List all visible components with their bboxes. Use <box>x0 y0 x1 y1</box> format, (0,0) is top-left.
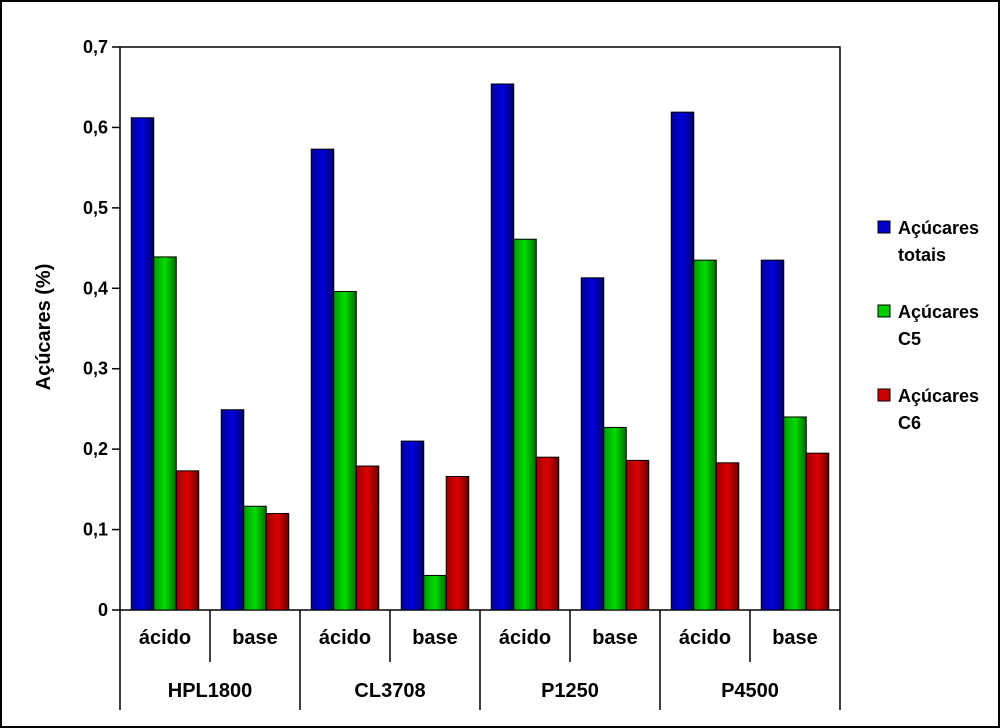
legend-label: Açúcares <box>898 386 979 406</box>
bar <box>603 426 627 611</box>
bar <box>153 256 177 611</box>
legend-swatch <box>877 220 891 234</box>
category-label: base <box>592 627 638 649</box>
group-label: HPL1800 <box>168 680 253 702</box>
category-label: ácido <box>319 627 371 649</box>
y-tick-label: 0,2 <box>83 439 108 459</box>
bar <box>490 83 515 611</box>
bar <box>513 238 537 611</box>
legend-label: totais <box>898 245 946 265</box>
bar <box>783 416 807 611</box>
y-axis-title: Açúcares (%) <box>33 264 55 391</box>
y-tick-label: 0 <box>98 600 108 620</box>
legend-label: Açúcares <box>898 302 979 322</box>
category-label: base <box>412 627 458 649</box>
bar <box>445 475 470 611</box>
legend-label: Açúcares <box>898 218 979 238</box>
category-label: base <box>772 627 818 649</box>
bar <box>760 259 785 611</box>
bar <box>310 148 335 611</box>
bar <box>265 512 290 611</box>
category-label: ácido <box>499 627 551 649</box>
legend-label: C6 <box>898 413 921 433</box>
category-label: ácido <box>139 627 191 649</box>
y-tick-label: 0,5 <box>83 198 108 218</box>
y-tick-label: 0,6 <box>83 117 108 137</box>
bar <box>715 462 740 611</box>
y-tick-label: 0,4 <box>83 278 108 298</box>
bar <box>400 440 425 611</box>
bar <box>670 111 695 611</box>
y-tick-label: 0,3 <box>83 359 108 379</box>
bar <box>693 259 717 611</box>
bar <box>333 291 357 611</box>
bar <box>535 456 560 611</box>
category-label: base <box>232 627 278 649</box>
plot-area: 0 0,1 0,2 0,3 0,4 0,5 0,6 0,7 ácido base ácido base… <box>83 37 841 710</box>
y-tick-label: 0,7 <box>83 37 108 57</box>
bar <box>220 409 245 611</box>
y-tick-label: 0,1 <box>83 520 108 540</box>
group-label: CL3708 <box>354 680 425 702</box>
bar <box>130 117 155 611</box>
bar <box>625 459 650 611</box>
legend-swatch <box>877 388 891 402</box>
legend-label: C5 <box>898 329 921 349</box>
bar <box>243 505 267 611</box>
bar <box>355 465 380 611</box>
bar <box>175 470 200 611</box>
group-label: P4500 <box>721 680 779 702</box>
bar <box>580 277 605 611</box>
category-label: ácido <box>679 627 731 649</box>
legend: Açúcares totais Açúcares C5 Açúcares C6 <box>877 218 979 433</box>
legend-swatch <box>877 304 891 318</box>
group-label: P1250 <box>541 680 599 702</box>
bar <box>805 452 830 611</box>
bar <box>423 574 447 611</box>
